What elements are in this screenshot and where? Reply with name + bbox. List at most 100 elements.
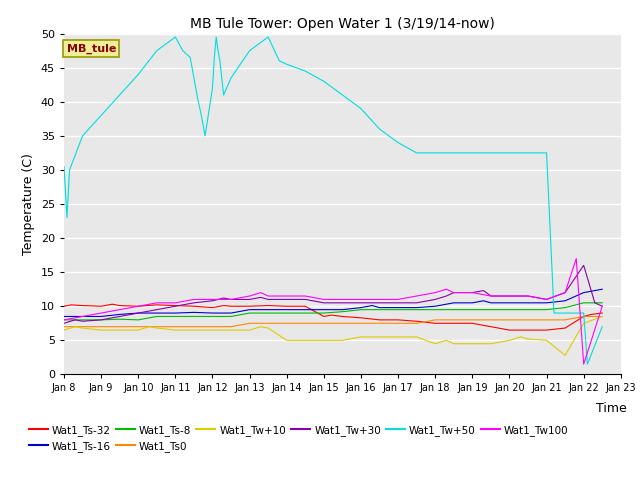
Wat1_Tw+10 <box>283 337 291 343</box>
Wat1_Ts-32 <box>339 313 346 319</box>
Wat1_Tw+50 <box>550 310 558 316</box>
Wat1_Tw+50 <box>172 34 179 40</box>
Wat1_Ts-8 <box>134 317 142 323</box>
Wat1_Ts-16 <box>264 307 272 312</box>
Wat1_Tw100 <box>580 361 588 367</box>
Wat1_Ts-32 <box>357 315 365 321</box>
Wat1_Tw+10 <box>357 334 365 340</box>
Wat1_Ts-8 <box>79 317 86 323</box>
Wat1_Ts-8 <box>376 307 383 312</box>
Wat1_Ts-16 <box>134 310 142 316</box>
Wat1_Ts-16 <box>580 290 588 296</box>
Wat1_Ts0 <box>227 324 235 330</box>
Title: MB Tule Tower: Open Water 1 (3/19/14-now): MB Tule Tower: Open Water 1 (3/19/14-now… <box>190 17 495 31</box>
Wat1_Ts-16 <box>487 300 495 306</box>
Wat1_Tw+10 <box>227 327 235 333</box>
Wat1_Tw100 <box>257 290 264 296</box>
Wat1_Tw+50 <box>584 361 591 367</box>
Wat1_Tw+50 <box>301 68 309 74</box>
Wat1_Tw+50 <box>246 48 253 53</box>
Wat1_Ts-8 <box>227 313 235 319</box>
Wat1_Ts0 <box>60 324 68 330</box>
Wat1_Ts0 <box>450 317 458 323</box>
Wat1_Tw+30 <box>220 295 227 301</box>
Wat1_Ts0 <box>580 313 588 319</box>
Wat1_Ts-8 <box>339 309 346 314</box>
Wat1_Tw+50 <box>580 310 588 316</box>
Wat1_Ts0 <box>97 324 105 330</box>
Wat1_Ts-8 <box>301 310 309 316</box>
Wat1_Tw100 <box>394 297 402 302</box>
Wat1_Ts-32 <box>134 303 142 309</box>
Wat1_Tw+50 <box>543 150 550 156</box>
Wat1_Tw+50 <box>450 150 458 156</box>
Wat1_Ts0 <box>339 321 346 326</box>
Wat1_Ts0 <box>413 321 420 326</box>
Wat1_Tw+10 <box>339 337 346 343</box>
Wat1_Ts-32 <box>79 303 86 309</box>
Wat1_Ts-8 <box>190 313 198 319</box>
Wat1_Ts-32 <box>328 312 335 318</box>
Wat1_Tw+50 <box>275 58 283 64</box>
Wat1_Tw+10 <box>394 334 402 340</box>
Wat1_Tw+30 <box>190 300 198 306</box>
Wat1_Tw+50 <box>598 324 606 330</box>
Wat1_Ts-16 <box>283 307 291 312</box>
Wat1_Ts-8 <box>283 310 291 316</box>
Wat1_Tw+30 <box>301 297 309 302</box>
Wat1_Tw+50 <box>214 48 222 53</box>
Wat1_Tw+50 <box>376 126 383 132</box>
Wat1_Tw+30 <box>598 303 606 309</box>
Wat1_Tw100 <box>301 293 309 299</box>
Wat1_Ts-8 <box>209 313 216 319</box>
Wat1_Tw+50 <box>283 61 291 67</box>
Wat1_Tw+30 <box>561 290 569 296</box>
Wat1_Tw100 <box>153 300 161 306</box>
Wat1_Ts-8 <box>413 307 420 312</box>
Wat1_Tw+30 <box>320 300 328 306</box>
Wat1_Tw100 <box>413 293 420 299</box>
Wat1_Tw+10 <box>320 337 328 343</box>
Wat1_Tw100 <box>116 307 124 312</box>
Wat1_Ts0 <box>487 317 495 323</box>
Wat1_Tw+30 <box>283 297 291 302</box>
Wat1_Tw+10 <box>506 337 513 343</box>
Wat1_Tw+50 <box>212 34 220 40</box>
Wat1_Tw+50 <box>561 310 569 316</box>
Wat1_Ts-32 <box>598 310 606 316</box>
Wat1_Tw+30 <box>264 297 272 302</box>
Text: Time: Time <box>596 402 627 415</box>
Wat1_Tw+50 <box>216 58 224 64</box>
Wat1_Tw+30 <box>479 288 487 293</box>
Wat1_Tw100 <box>572 256 580 262</box>
Wat1_Tw100 <box>209 297 216 302</box>
Wat1_Ts-8 <box>561 305 569 311</box>
Wat1_Tw+10 <box>246 327 253 333</box>
Wat1_Tw100 <box>468 290 476 296</box>
Wat1_Tw100 <box>97 310 105 316</box>
Wat1_Ts0 <box>357 321 365 326</box>
Wat1_Tw+30 <box>591 300 598 306</box>
Wat1_Tw+30 <box>116 313 124 319</box>
Wat1_Ts0 <box>431 317 439 323</box>
Wat1_Ts-16 <box>79 313 86 319</box>
Wat1_Ts-8 <box>524 307 532 312</box>
Wat1_Ts-16 <box>320 307 328 312</box>
Wat1_Ts-16 <box>506 300 513 306</box>
Wat1_Ts-8 <box>487 307 495 312</box>
Wat1_Ts-16 <box>339 307 346 312</box>
Wat1_Ts-16 <box>479 298 487 304</box>
Wat1_Tw+10 <box>516 334 524 340</box>
Wat1_Tw+10 <box>257 324 264 330</box>
Wat1_Ts-8 <box>153 313 161 319</box>
Wat1_Tw+10 <box>153 325 161 331</box>
Wat1_Ts-32 <box>220 303 227 309</box>
Wat1_Tw+50 <box>339 92 346 98</box>
Wat1_Ts-16 <box>172 310 179 316</box>
Line: Wat1_Ts-8: Wat1_Ts-8 <box>64 303 602 320</box>
Wat1_Ts-8 <box>598 300 606 306</box>
Wat1_Ts-8 <box>60 317 68 323</box>
Wat1_Tw+30 <box>257 295 264 300</box>
Wat1_Tw+50 <box>468 150 476 156</box>
Wat1_Tw+10 <box>413 334 420 340</box>
